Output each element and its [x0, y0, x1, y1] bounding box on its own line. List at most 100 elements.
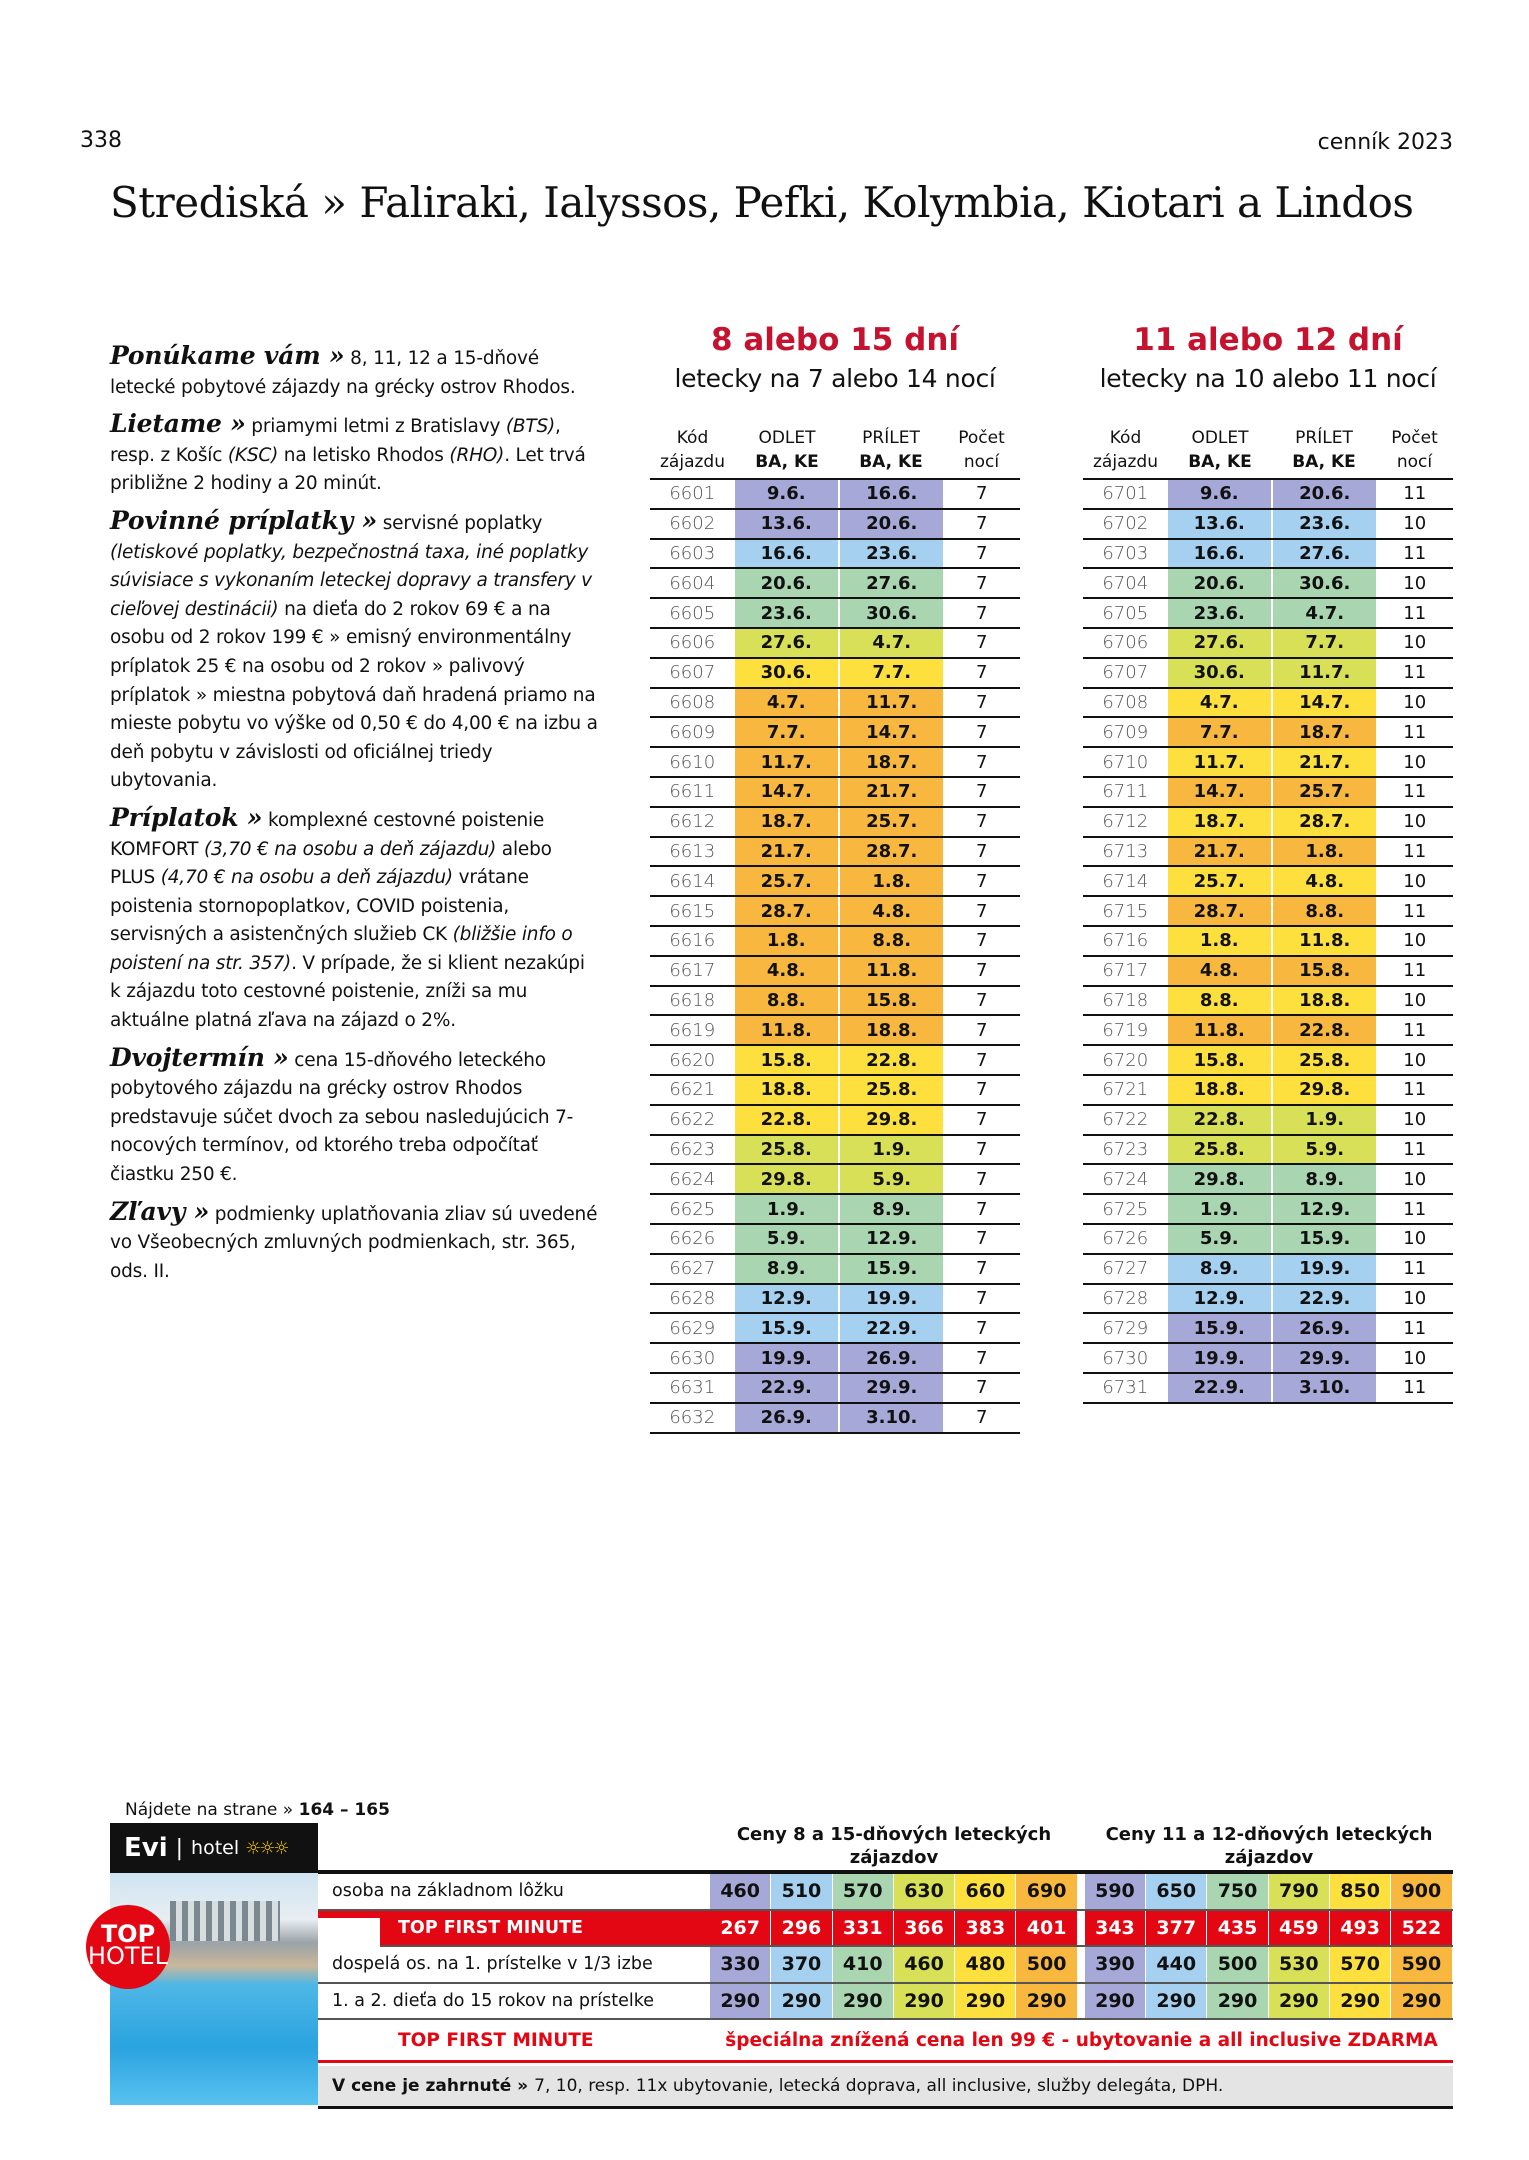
arrival-date: 15.9.	[1272, 1224, 1377, 1253]
info-text: na letisko Rhodos	[278, 444, 450, 466]
departure-date: 30.6.	[1167, 658, 1273, 687]
tour-code: 6715	[1102, 900, 1149, 922]
arrival-date: 7.7.	[1272, 628, 1377, 657]
tour-code: 6614	[669, 870, 716, 892]
arrival-date: 26.9.	[1272, 1314, 1377, 1343]
info-text: priamymi letmi z Bratislavy	[245, 416, 506, 438]
arrival-date: 8.8.	[1272, 897, 1377, 925]
info-heading: Povinné príplatky »	[110, 505, 378, 535]
price-cell: 390	[1084, 1947, 1147, 1982]
tour-code: 6724	[1102, 1168, 1149, 1190]
col-nights: Počet	[1391, 428, 1438, 448]
nights: 10	[1403, 751, 1427, 773]
col-code-sub: zájazdu	[660, 452, 725, 472]
arrival-date: 14.7.	[1272, 688, 1377, 717]
departure-date: 27.6.	[1167, 628, 1273, 657]
info-text: , resp. z Košíc	[110, 416, 561, 466]
table-2-title-block: 11 alebo 12 dní letecky na 10 alebo 11 n…	[1083, 322, 1453, 393]
departure-date: 11.7.	[734, 748, 840, 776]
departure-date: 8.8.	[1167, 986, 1273, 1015]
departure-date: 4.8.	[1167, 956, 1273, 985]
price-row: dospelá os. na 1. prístelke v 1/3 izbe 33…	[318, 1947, 1453, 1984]
departure-date: 12.9.	[1167, 1284, 1273, 1313]
table-row: 6719 11.8. 22.8. 11	[1083, 1016, 1453, 1047]
info-text: (4,70 € na osobu a deň zájazdu)	[160, 867, 453, 889]
nights: 11	[1403, 1019, 1427, 1041]
arrival-date: 1.9.	[1272, 1105, 1377, 1134]
tour-code: 6701	[1102, 483, 1149, 505]
arrival-date: 28.7.	[1272, 807, 1377, 836]
price-cell: 331	[832, 1910, 894, 1945]
price-cell: 383	[955, 1910, 1017, 1945]
departure-date: 1.9.	[1167, 1195, 1273, 1223]
table-row: 6727 8.9. 19.9. 11	[1083, 1254, 1453, 1285]
arrival-date: 30.6.	[839, 599, 944, 627]
info-text: (bližšie info o poistení na str. 357)	[110, 924, 573, 974]
departure-date: 9.6.	[734, 480, 840, 508]
arrival-date: 14.7.	[839, 718, 944, 747]
col-nights: Počet	[958, 428, 1005, 448]
price-cell: 290	[1268, 1983, 1330, 2018]
arrival-date: 8.9.	[1272, 1165, 1377, 1194]
nights: 7	[975, 542, 988, 564]
departure-date: 26.9.	[734, 1403, 840, 1432]
nights: 7	[975, 870, 988, 892]
tour-code: 6620	[669, 1049, 716, 1071]
tour-code: 6706	[1102, 632, 1149, 654]
info-paragraph: Povinné príplatky » servisné poplatky (l…	[110, 505, 600, 796]
info-heading: Lietame »	[110, 409, 246, 439]
departure-date: 15.8.	[734, 1046, 840, 1074]
tour-code: 6632	[669, 1407, 716, 1429]
departure-date: 19.9.	[1167, 1344, 1273, 1372]
tour-code: 6604	[669, 572, 716, 594]
table-row: 6629 15.9. 22.9. 7	[650, 1314, 1020, 1345]
arrival-date: 7.7.	[839, 658, 944, 687]
tour-code: 6630	[669, 1347, 716, 1369]
tour-code: 6605	[669, 602, 716, 624]
departure-date: 1.8.	[1167, 926, 1273, 955]
tour-code: 6714	[1102, 870, 1149, 892]
arrival-date: 11.7.	[839, 688, 944, 717]
tour-code: 6625	[669, 1198, 716, 1220]
arrival-date: 22.9.	[839, 1314, 944, 1343]
departure-date: 22.8.	[1167, 1105, 1273, 1134]
departure-date: 29.8.	[734, 1165, 840, 1194]
table-row: 6630 19.9. 26.9. 7	[650, 1344, 1020, 1374]
page-number: 338	[80, 128, 122, 153]
nights: 11	[1403, 781, 1427, 803]
arrival-date: 18.8.	[1272, 986, 1377, 1015]
price-cell: 660	[955, 1874, 1017, 1909]
table-1-subtitle: letecky na 7 alebo 14 nocí	[674, 364, 996, 393]
table-row: 6713 21.7. 1.8. 11	[1083, 837, 1453, 868]
tour-code: 6717	[1102, 960, 1149, 982]
info-text: komplexné cestovné poistenie KOMFORT	[110, 809, 545, 860]
departure-date: 20.6.	[1167, 569, 1273, 598]
arrival-date: 28.7.	[839, 837, 944, 866]
col-code: Kód	[1109, 428, 1142, 448]
tour-code: 6622	[669, 1109, 716, 1131]
info-heading: Príplatok »	[110, 802, 263, 832]
arrival-date: 1.8.	[839, 867, 944, 896]
nights: 11	[1403, 1317, 1427, 1339]
arrival-date: 4.7.	[1272, 599, 1377, 627]
nights: 7	[975, 1377, 988, 1399]
tour-code: 6615	[669, 900, 716, 922]
arrival-date: 1.8.	[1272, 837, 1377, 866]
price-cell: 459	[1268, 1910, 1330, 1945]
nights: 7	[975, 721, 988, 743]
page-title: Strediská » Faliraki, Ialyssos, Pefki, K…	[110, 178, 1414, 227]
info-paragraph: Zľavy » podmienky uplatňovania zliav sú …	[110, 1197, 600, 1287]
tour-code: 6617	[669, 960, 716, 982]
price-cell: 330	[710, 1947, 772, 1982]
arrival-date: 8.9.	[839, 1195, 944, 1223]
price-cell: 290	[771, 1983, 833, 2018]
arrival-date: 23.6.	[839, 539, 944, 568]
nights: 10	[1403, 1347, 1427, 1369]
table-row: 6711 14.7. 25.7. 11	[1083, 777, 1453, 808]
arrival-date: 18.7.	[839, 748, 944, 776]
tfm-note-row: TOP FIRST MINUTE špeciálna znížená cena …	[318, 2020, 1453, 2063]
tour-code: 6708	[1102, 691, 1149, 713]
tour-code: 6725	[1102, 1198, 1149, 1220]
col-departure: ODLET	[758, 428, 816, 448]
price-cell: 267	[710, 1910, 772, 1945]
